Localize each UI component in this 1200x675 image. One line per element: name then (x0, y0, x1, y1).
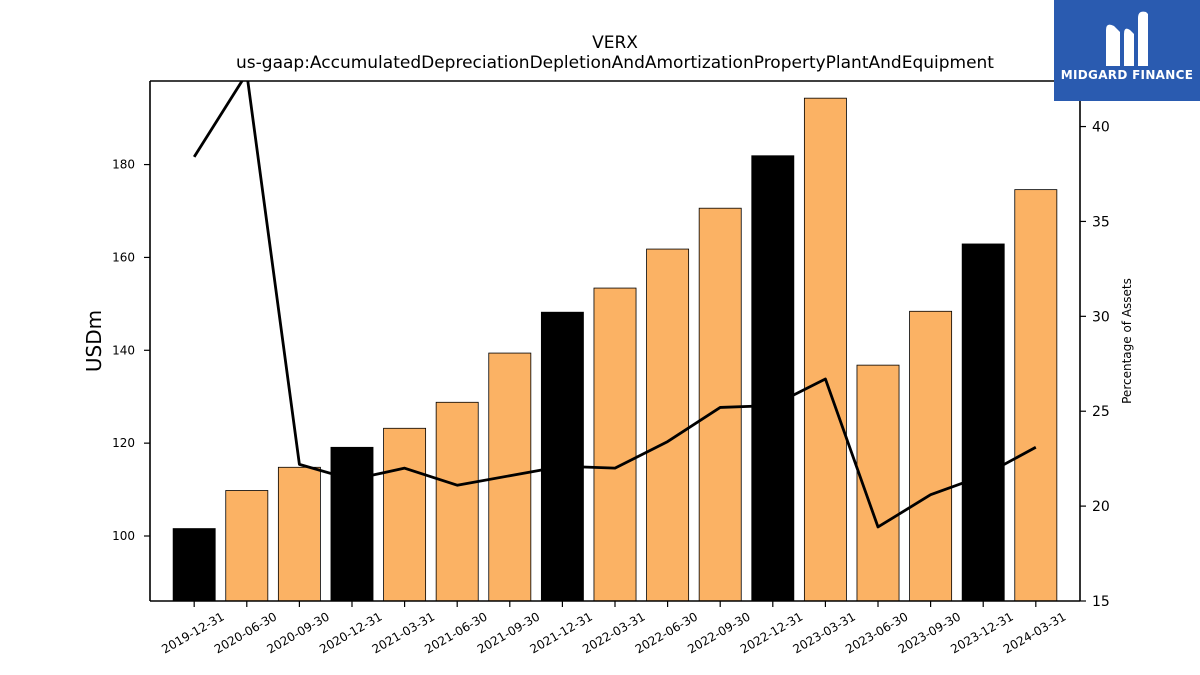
bar (540, 311, 584, 602)
y-tick-label-right: 35 (1092, 214, 1110, 230)
y-tick-label-right: 25 (1092, 404, 1110, 420)
y-tick-label-right: 30 (1092, 309, 1110, 325)
y-tick-label-left: 160 (112, 250, 135, 264)
y-tick-label-right: 15 (1092, 594, 1110, 610)
y-tick-label-left: 120 (112, 436, 135, 450)
bar (803, 97, 847, 602)
y-tick-label-right: 20 (1092, 499, 1110, 515)
y-axis-label-left: USDm (82, 310, 106, 372)
chart-subtitle: us-gaap:AccumulatedDepreciationDepletion… (236, 53, 994, 73)
bar (751, 155, 795, 602)
logo-text: MIDGARD FINANCE (1060, 68, 1194, 82)
series-line (193, 81, 1037, 529)
bar (172, 528, 216, 602)
bar (593, 287, 637, 602)
bar (646, 248, 690, 602)
line-group (193, 81, 1037, 529)
y-tick-label-left: 100 (112, 529, 135, 543)
bar (383, 427, 427, 602)
bar (909, 310, 953, 602)
bar (225, 490, 269, 602)
y-tick-label-left: 180 (112, 158, 135, 172)
y-tick-label-right: 40 (1092, 120, 1110, 136)
bar (330, 446, 374, 602)
y-tick-label-left: 140 (112, 343, 135, 357)
midgard-logo-icon (1106, 11, 1148, 67)
bar (961, 243, 1005, 602)
bar (1014, 189, 1058, 602)
bar (277, 466, 321, 602)
bar (698, 207, 742, 602)
bars-group (172, 97, 1058, 602)
bar (435, 401, 479, 602)
y-axis-label-right: Percentage of Assets (1120, 278, 1134, 404)
bar (856, 364, 900, 602)
midgard-finance-logo: MIDGARD FINANCE (1054, 0, 1200, 101)
chart-title: VERX (592, 33, 638, 53)
